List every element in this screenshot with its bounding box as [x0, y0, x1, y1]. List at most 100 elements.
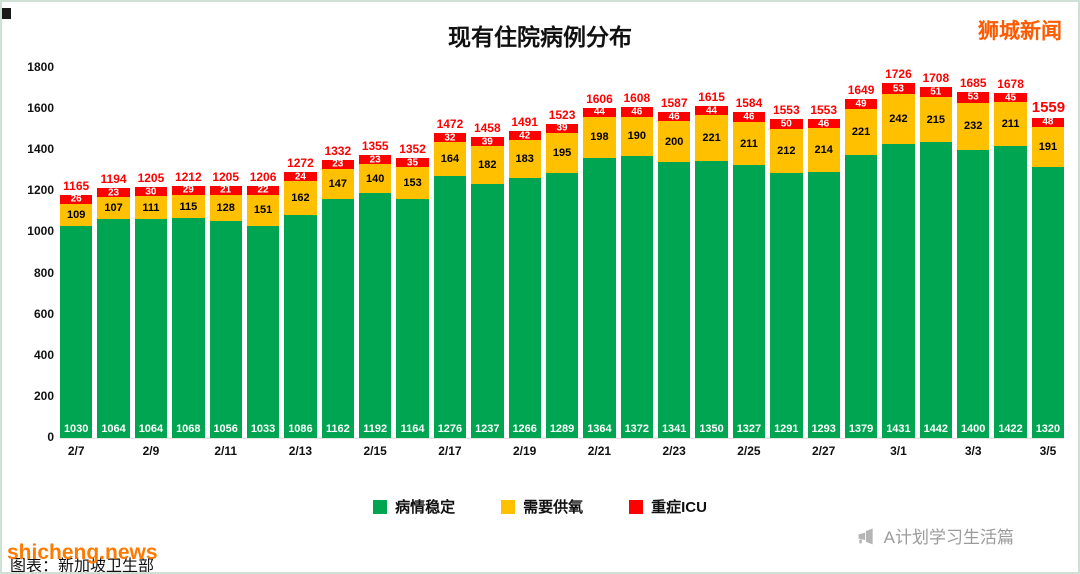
- segment-value-label: 46: [631, 106, 643, 118]
- x-tick-label: 2/27: [812, 444, 836, 458]
- segment-oxygen: 221: [695, 115, 728, 161]
- bar-column: 1212 29 115 1068: [172, 169, 205, 438]
- segment-value-label: 211: [1001, 118, 1020, 131]
- segment-value-label: 191: [1038, 141, 1058, 154]
- segment-value-label: 1372: [624, 423, 650, 435]
- segment-stable: 1291: [770, 172, 803, 438]
- x-tick-label: [247, 444, 279, 458]
- segment-value-label: 53: [892, 83, 904, 95]
- bar-column: 1523 39 195 1289: [545, 108, 579, 438]
- segment-value-label: 128: [216, 201, 235, 214]
- legend-item: 病情稳定: [373, 496, 455, 517]
- x-tick-label: 2/15: [363, 444, 387, 458]
- bar-column: 1708 51 215 1442: [919, 71, 952, 438]
- legend-swatch: [373, 499, 388, 514]
- bar-total-label: 1559: [1031, 98, 1066, 116]
- bar-total-label: 1608: [623, 91, 651, 106]
- x-tick-label: [920, 444, 952, 458]
- segment-value-label: 1422: [998, 423, 1023, 435]
- segment-value-label: 147: [328, 178, 347, 191]
- segment-value-label: 23: [332, 158, 344, 170]
- x-tick-label: [695, 444, 727, 458]
- segment-value-label: 1293: [811, 423, 836, 435]
- megaphone-icon: [856, 526, 876, 546]
- chart-title: 现有住院病例分布: [448, 24, 632, 50]
- segment-value-label: 1064: [101, 423, 126, 435]
- segment-oxygen: 140: [359, 164, 392, 193]
- segment-icu: 35: [396, 157, 429, 168]
- segment-icu: 30: [134, 186, 168, 197]
- bar-total-label: 1553: [772, 102, 800, 117]
- segment-icu: 46: [807, 118, 840, 129]
- segment-stable: 1162: [321, 199, 354, 438]
- y-tick-label: 800: [33, 265, 54, 280]
- segment-value-label: 115: [179, 200, 198, 213]
- segment-value-label: 1030: [63, 423, 89, 435]
- x-tick-label: [621, 444, 653, 458]
- bar-total-label: 1212: [174, 169, 202, 184]
- segment-stable: 1164: [396, 198, 429, 438]
- x-tick-label: 2/11: [214, 444, 238, 458]
- x-tick-label: [172, 444, 204, 458]
- bar-total-label: 1584: [735, 96, 763, 111]
- legend-item: 需要供氧: [501, 496, 583, 517]
- watermark: shicheng.news: [7, 541, 158, 564]
- segment-value-label: 1320: [1035, 423, 1061, 435]
- x-tick-label: [322, 444, 354, 458]
- bar-total-label: 1165: [63, 178, 90, 193]
- segment-value-label: 1364: [587, 423, 612, 435]
- segment-value-label: 1266: [512, 423, 537, 435]
- segment-value-label: 1431: [886, 423, 911, 435]
- x-tick-label: 2/9: [142, 444, 160, 458]
- bar-column: 1205 30 111 1064: [134, 171, 168, 438]
- segment-stable: 1237: [471, 183, 504, 438]
- segment-value-label: 21: [220, 184, 232, 196]
- segment-stable: 1372: [620, 155, 653, 438]
- bar-column: 1206 22 151 1033: [246, 170, 280, 438]
- x-tick-label: 3/3: [964, 444, 982, 458]
- segment-oxygen: 212: [770, 129, 803, 173]
- segment-oxygen: 200: [658, 121, 691, 163]
- bar-column: 1587 46 200 1341: [658, 96, 691, 438]
- bar-total-label: 1491: [511, 115, 539, 130]
- segment-oxygen: 211: [732, 121, 766, 166]
- x-tick-label: [471, 444, 503, 458]
- x-tick-label: [97, 444, 129, 458]
- segment-value-label: 44: [706, 105, 718, 117]
- segment-icu: 46: [620, 106, 653, 118]
- x-tick-label: 2/7: [67, 444, 85, 458]
- segment-stable: 1422: [994, 145, 1027, 438]
- segment-value-label: 190: [627, 130, 646, 143]
- segment-value-label: 164: [440, 152, 460, 165]
- segment-stable: 1033: [246, 225, 280, 438]
- legend-label: 需要供氧: [523, 499, 584, 516]
- segment-oxygen: 128: [209, 194, 242, 221]
- segment-value-label: 32: [444, 132, 456, 144]
- corner-mark: [2, 8, 11, 19]
- bar-column: 1553 46 214 1293: [807, 103, 840, 438]
- bar-total-label: 1205: [212, 169, 240, 184]
- bar-total-label: 1355: [361, 139, 389, 154]
- segment-value-label: 39: [481, 136, 493, 148]
- segment-oxygen: 115: [172, 194, 205, 219]
- segment-icu: 44: [695, 105, 728, 117]
- segment-value-label: 1400: [960, 423, 986, 435]
- segment-stable: 1442: [919, 141, 952, 438]
- bar-total-label: 1726: [885, 67, 912, 82]
- x-tick-label: 2/23: [662, 444, 686, 458]
- segment-icu: 23: [359, 154, 392, 165]
- segment-icu: 42: [508, 130, 541, 141]
- segment-value-label: 109: [67, 209, 86, 222]
- segment-oxygen: 109: [60, 203, 93, 227]
- segment-oxygen: 221: [844, 109, 878, 155]
- segment-oxygen: 215: [919, 97, 952, 142]
- segment-value-label: 1162: [325, 423, 350, 435]
- x-tick-label: 2/13: [288, 444, 313, 458]
- footer-brand-label: A计划学习生活篇: [883, 528, 1014, 547]
- bar-total-label: 1458: [473, 121, 501, 136]
- bar-total-label: 1472: [436, 117, 464, 132]
- segment-value-label: 1341: [661, 423, 687, 435]
- x-tick-label: [396, 444, 428, 458]
- segment-value-label: 53: [967, 91, 979, 103]
